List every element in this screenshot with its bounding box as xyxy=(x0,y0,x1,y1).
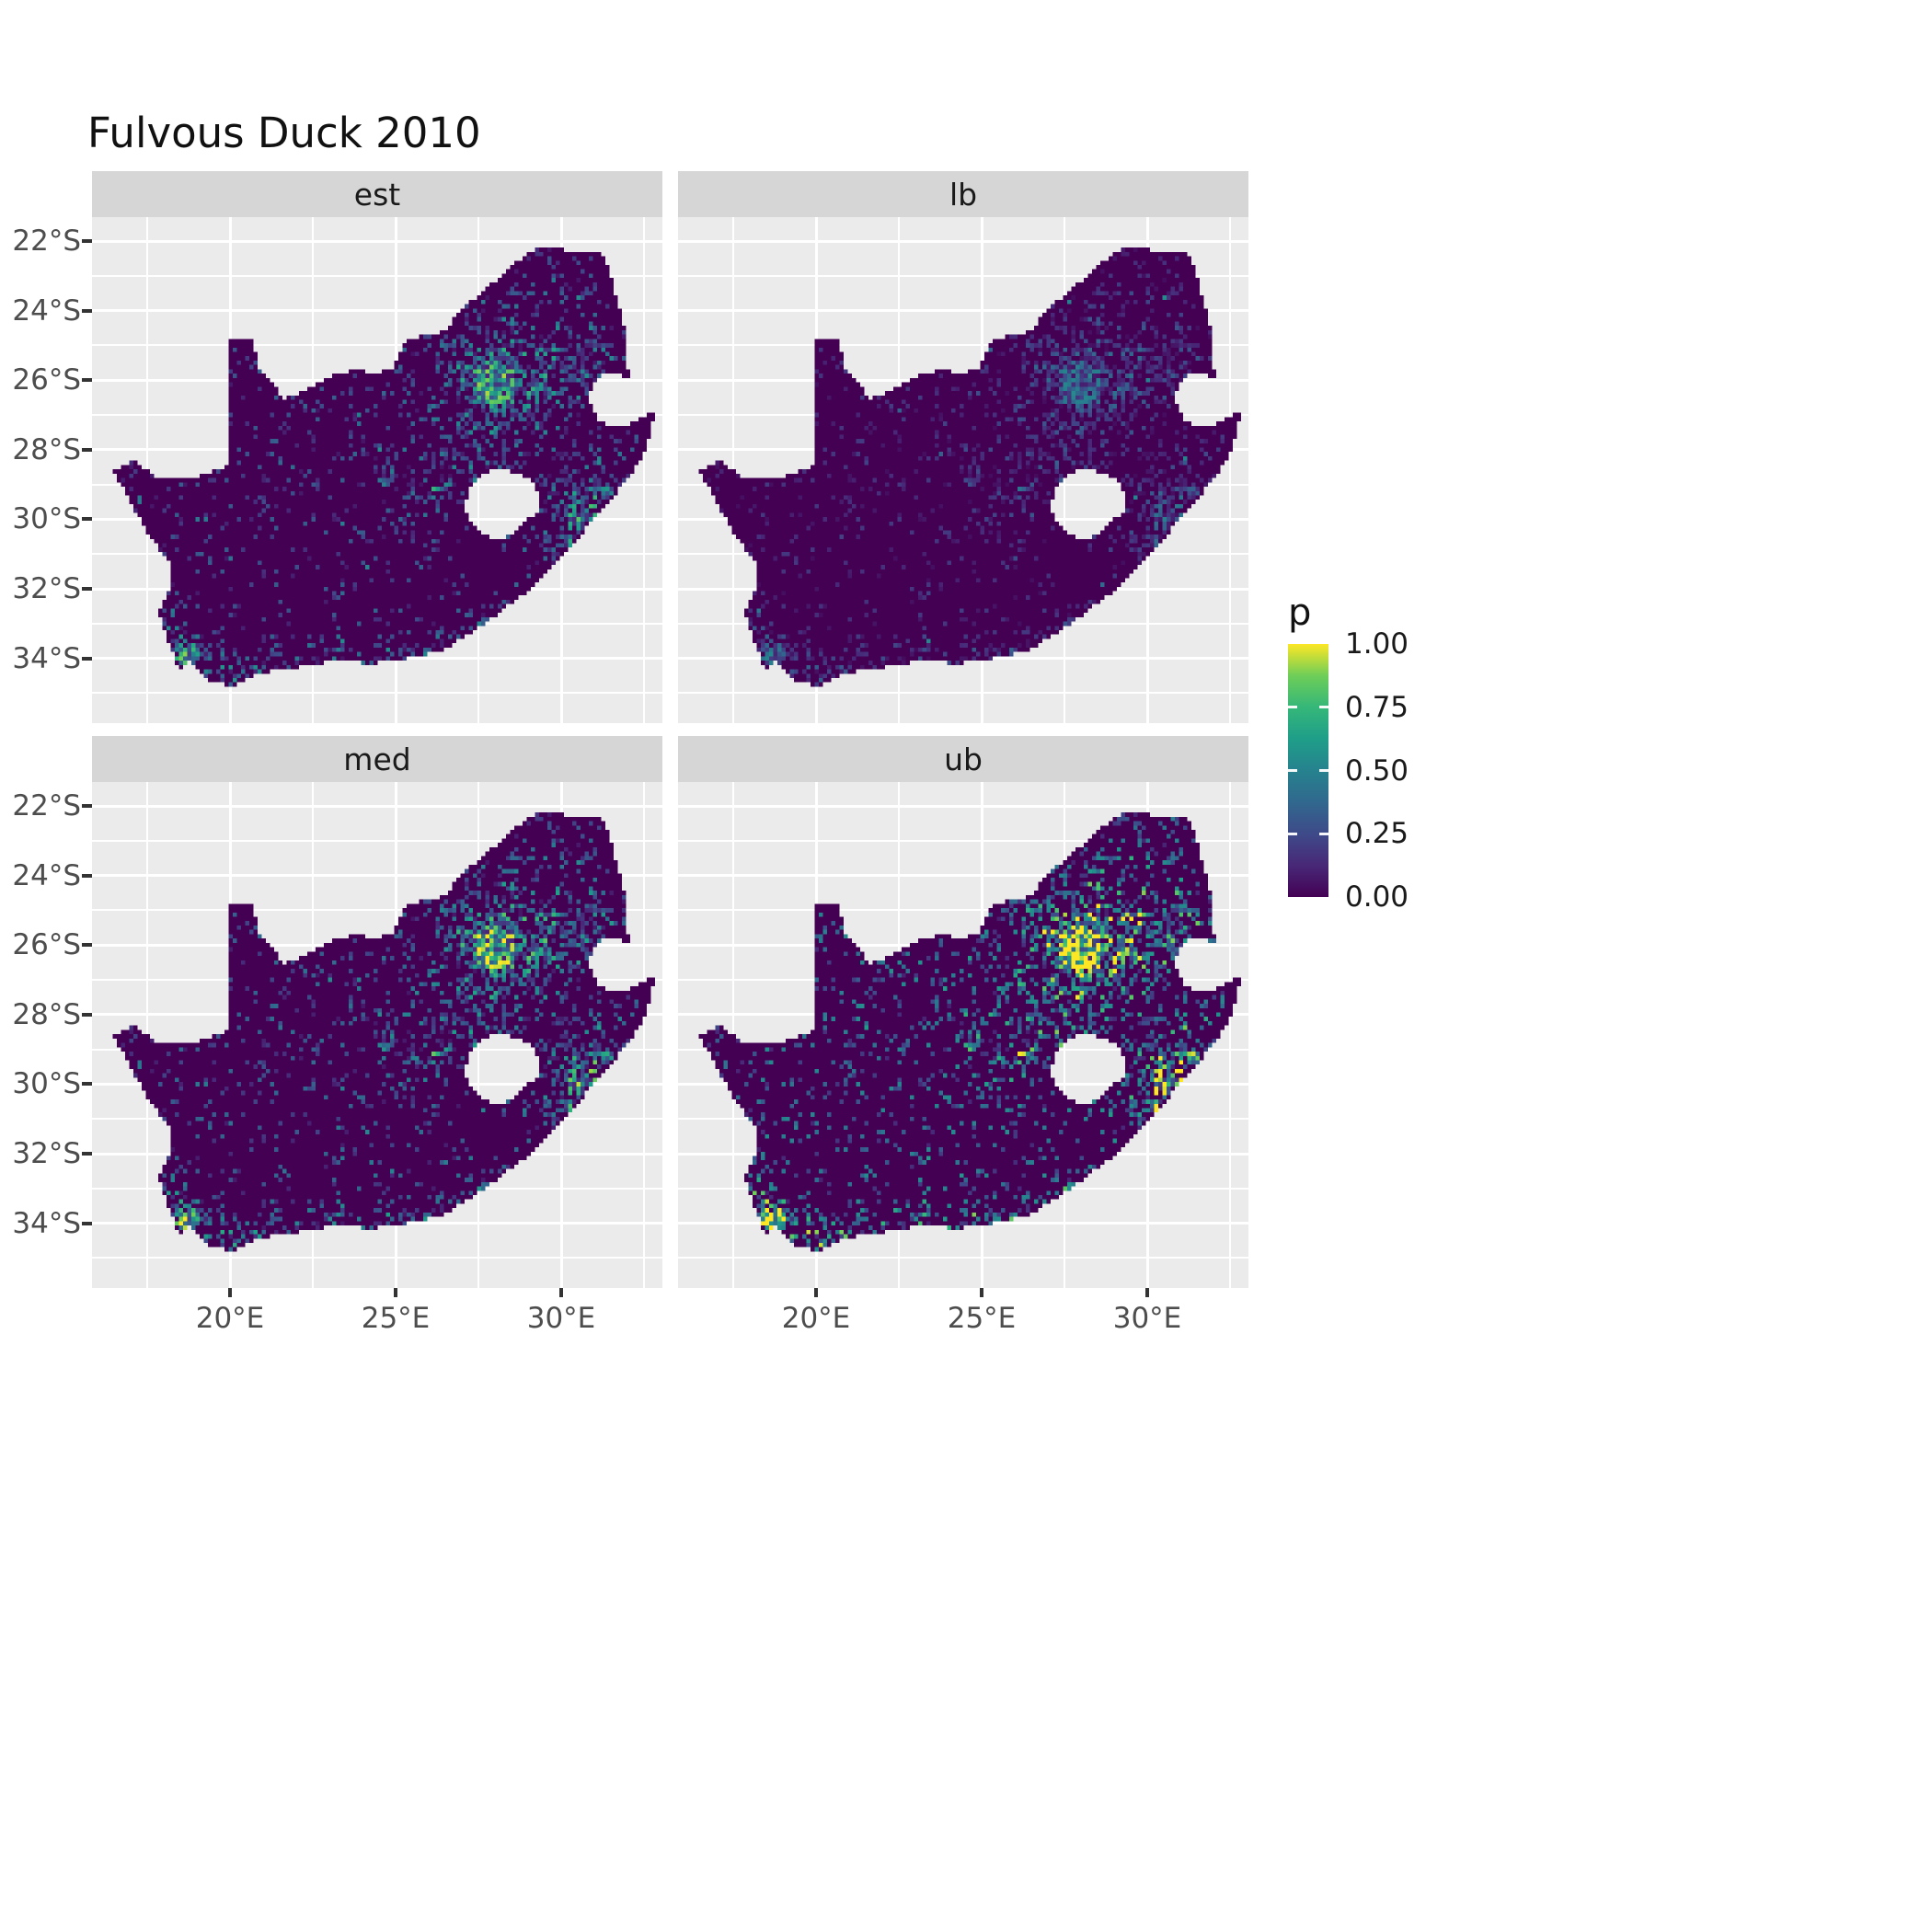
map-canvas-est xyxy=(92,217,662,723)
x-axis-tick xyxy=(814,1288,818,1297)
y-tick-label: 30°S xyxy=(12,502,81,536)
x-tick-label: 30°E xyxy=(1112,1302,1182,1335)
facet-panel-est xyxy=(92,217,662,723)
colorbar-tick xyxy=(1288,832,1297,835)
y-axis-tick xyxy=(82,1152,92,1156)
x-axis-tick xyxy=(1145,1288,1149,1297)
y-axis-tick xyxy=(82,308,92,313)
y-tick-label: 32°S xyxy=(12,1137,81,1170)
map-canvas-ub xyxy=(678,782,1248,1288)
y-axis-tick xyxy=(82,587,92,591)
x-axis-tick xyxy=(559,1288,563,1297)
facet-panel-ub xyxy=(678,782,1248,1288)
facet-strip-label-lb: lb xyxy=(949,176,978,213)
y-tick-label: 34°S xyxy=(12,641,81,675)
x-axis-tick xyxy=(228,1288,232,1297)
x-axis-tick xyxy=(394,1288,397,1297)
y-axis-tick xyxy=(82,1221,92,1225)
y-tick-label: 26°S xyxy=(12,363,81,397)
y-tick-label: 22°S xyxy=(12,224,81,258)
y-axis-tick xyxy=(82,378,92,383)
facet-strip-lb: lb xyxy=(678,171,1248,217)
y-tick-label: 26°S xyxy=(12,928,81,962)
facet-strip-est: est xyxy=(92,171,662,217)
legend-colorbar xyxy=(1288,644,1328,897)
legend-title: p xyxy=(1288,592,1312,634)
x-tick-label: 20°E xyxy=(781,1302,851,1335)
map-canvas-med xyxy=(92,782,662,1288)
legend-tick-label: 0.75 xyxy=(1345,690,1409,724)
y-axis-tick xyxy=(82,804,92,808)
y-tick-label: 28°S xyxy=(12,432,81,466)
chart-title: Fulvous Duck 2010 xyxy=(87,109,481,157)
y-axis-tick xyxy=(82,1012,92,1017)
y-tick-label: 34°S xyxy=(12,1206,81,1240)
facet-panel-med xyxy=(92,782,662,1288)
y-tick-label: 22°S xyxy=(12,789,81,822)
y-tick-label: 32°S xyxy=(12,572,81,605)
colorbar-tick xyxy=(1319,769,1328,772)
colorbar-tick xyxy=(1288,769,1297,772)
y-tick-label: 30°S xyxy=(12,1067,81,1101)
x-tick-label: 30°E xyxy=(526,1302,596,1335)
facet-strip-label-med: med xyxy=(343,741,411,777)
x-tick-label: 20°E xyxy=(195,1302,265,1335)
map-canvas-lb xyxy=(678,217,1248,723)
facet-strip-med: med xyxy=(92,736,662,782)
x-tick-label: 25°E xyxy=(361,1302,431,1335)
y-axis-tick xyxy=(82,656,92,661)
x-tick-label: 25°E xyxy=(947,1302,1017,1335)
y-axis-tick xyxy=(82,943,92,948)
facet-panel-lb xyxy=(678,217,1248,723)
y-axis-tick xyxy=(82,447,92,452)
y-axis-tick xyxy=(82,1082,92,1087)
facet-strip-label-ub: ub xyxy=(944,741,983,777)
y-tick-label: 24°S xyxy=(12,858,81,892)
y-axis-tick xyxy=(82,517,92,522)
legend-tick-label: 0.00 xyxy=(1345,880,1409,914)
legend-tick-label: 1.00 xyxy=(1345,627,1409,661)
colorbar-tick xyxy=(1288,706,1297,709)
y-tick-label: 24°S xyxy=(12,293,81,328)
x-axis-tick xyxy=(980,1288,983,1297)
y-axis-tick xyxy=(82,239,92,243)
y-axis-tick xyxy=(82,873,92,878)
facet-strip-ub: ub xyxy=(678,736,1248,782)
legend-tick-label: 0.50 xyxy=(1345,753,1409,788)
facet-strip-label-est: est xyxy=(353,176,401,213)
colorbar-tick xyxy=(1319,706,1328,709)
colorbar-tick xyxy=(1319,832,1328,835)
y-tick-label: 28°S xyxy=(12,997,81,1031)
legend-tick-label: 0.25 xyxy=(1345,817,1409,851)
